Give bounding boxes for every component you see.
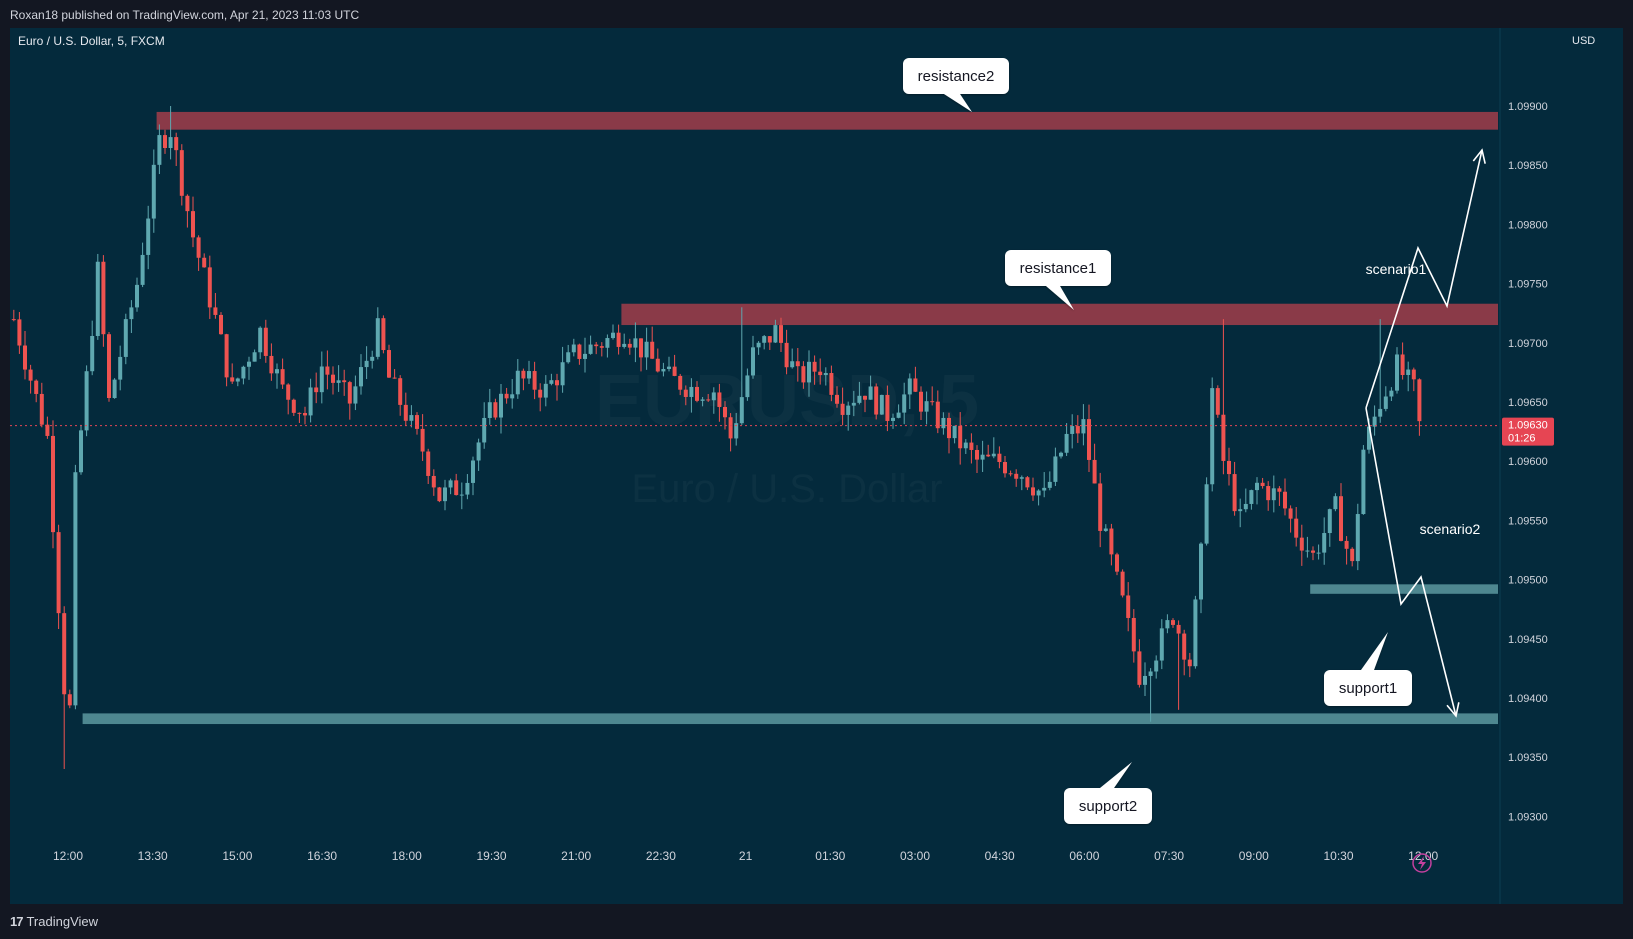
tradingview-logo[interactable]: 17 TradingView (10, 914, 98, 929)
publish-bar: Roxan18 published on TradingView.com, Ap… (0, 0, 1633, 28)
tradingview-logo-icon: 17 (10, 914, 24, 929)
publish-info: Roxan18 published on TradingView.com, Ap… (10, 8, 360, 22)
chart-area[interactable] (10, 28, 1623, 904)
footer-bar (0, 904, 1633, 939)
brand-name: TradingView (26, 914, 99, 929)
symbol-title: Euro / U.S. Dollar, 5, FXCM (18, 34, 165, 48)
